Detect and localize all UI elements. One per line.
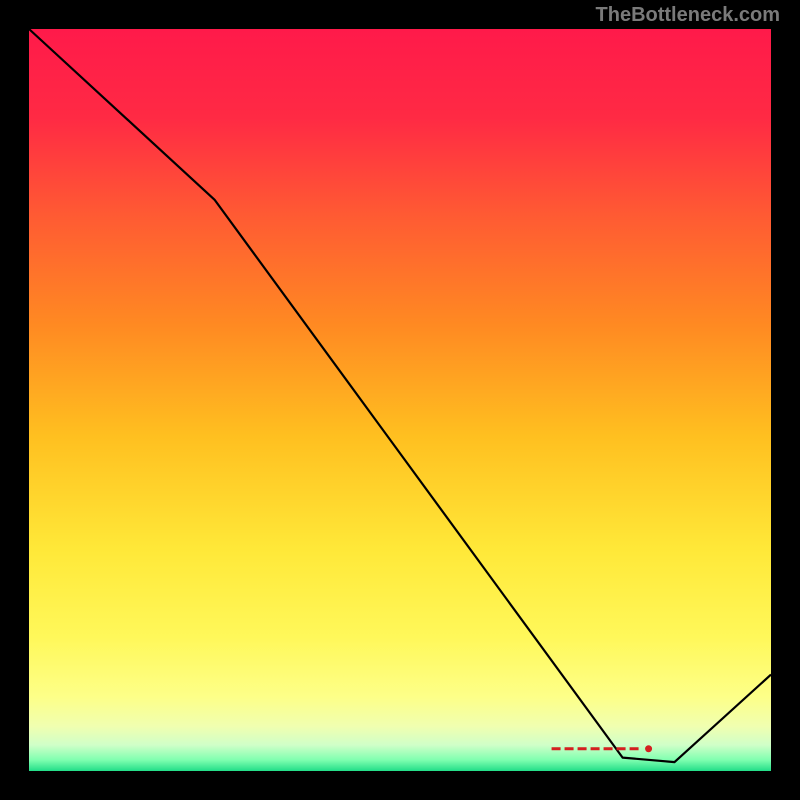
chart-container: TheBottleneck.com: [0, 0, 800, 800]
chart-svg: [0, 0, 800, 800]
watermark-text: TheBottleneck.com: [596, 4, 780, 27]
marker-dot: [645, 745, 652, 752]
plot-gradient-background: [29, 29, 771, 771]
marker-dashes: [552, 747, 639, 750]
